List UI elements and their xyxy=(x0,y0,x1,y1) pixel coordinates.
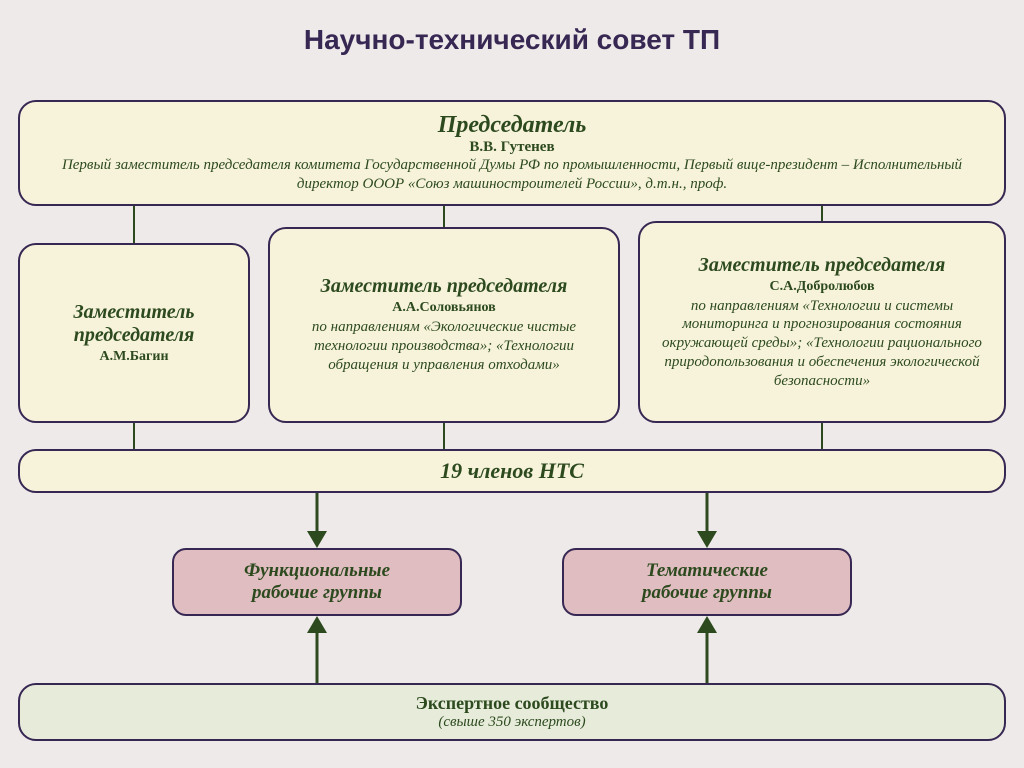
arrow-down-icon xyxy=(303,493,331,548)
group-line2: рабочие группы xyxy=(252,582,382,604)
chairman-role: Председатель xyxy=(438,112,587,139)
deputy-name: С.А.Добролюбов xyxy=(769,279,874,295)
deputy-role: Заместитель председателя xyxy=(699,254,946,277)
experts-subtitle: (свыше 350 экспертов) xyxy=(438,714,585,731)
chairman-box: Председатель В.В. Гутенев Первый замести… xyxy=(18,100,1006,206)
deputy-name: А.А.Соловьянов xyxy=(392,300,495,316)
experts-box: Экспертное сообщество (свыше 350 эксперт… xyxy=(18,683,1006,741)
group-box-0: Функциональные рабочие группы xyxy=(172,548,462,616)
connector xyxy=(443,206,445,227)
deputy-desc: по направлениям «Экологические чистые те… xyxy=(282,318,606,374)
connector xyxy=(821,206,823,221)
deputy-box-1: Заместитель председателя А.А.Соловьянов … xyxy=(268,227,620,423)
connector xyxy=(133,206,135,243)
page-title: Научно-технический совет ТП xyxy=(0,24,1024,56)
group-line1: Функциональные xyxy=(244,560,390,582)
experts-title: Экспертное сообщество xyxy=(416,693,609,714)
deputy-desc: по направлениям «Технологии и системы мо… xyxy=(652,297,992,391)
members-box: 19 членов НТС xyxy=(18,449,1006,493)
group-line2: рабочие группы xyxy=(642,582,772,604)
deputy-box-0: Заместитель председателя А.М.Багин xyxy=(18,243,250,423)
deputy-box-2: Заместитель председателя С.А.Добролюбов … xyxy=(638,221,1006,423)
connector xyxy=(133,423,135,449)
members-text: 19 членов НТС xyxy=(440,458,584,484)
chairman-desc: Первый заместитель председателя комитета… xyxy=(32,156,992,194)
arrow-up-icon xyxy=(693,616,721,683)
arrow-down-icon xyxy=(693,493,721,548)
deputy-name: А.М.Багин xyxy=(99,349,168,365)
deputy-role: Заместитель председателя xyxy=(321,275,568,298)
group-box-1: Тематические рабочие группы xyxy=(562,548,852,616)
group-line1: Тематические xyxy=(646,560,768,582)
chairman-name: В.В. Гутенев xyxy=(469,139,554,156)
connector xyxy=(443,423,445,449)
connector xyxy=(821,423,823,449)
arrow-up-icon xyxy=(303,616,331,683)
deputy-role: Заместитель председателя xyxy=(32,301,236,347)
